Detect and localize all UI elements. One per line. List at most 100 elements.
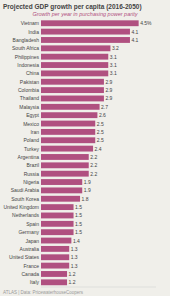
value-label: 1.5: [75, 229, 82, 235]
bar: [41, 204, 74, 210]
bar: [41, 221, 74, 227]
category-label: Turkey: [24, 146, 40, 152]
bar: [41, 104, 100, 110]
value-label: 2.5: [97, 129, 104, 135]
bar: [41, 79, 104, 85]
category-label: Vietnam: [21, 20, 39, 26]
category-label: Thailand: [20, 95, 39, 101]
value-label: 2.5: [97, 137, 104, 143]
value-label: 4.1: [131, 37, 138, 43]
category-label: Japan: [25, 238, 39, 244]
category-label: South Korea: [11, 196, 39, 202]
value-label: 3.1: [110, 70, 117, 76]
bar: [41, 263, 69, 269]
category-label: Canada: [21, 271, 39, 277]
value-label: 2.9: [105, 79, 112, 85]
bar: [41, 70, 108, 76]
category-label: Brazil: [26, 162, 39, 168]
bars: [41, 20, 139, 285]
category-label: Saudi Arabia: [11, 187, 40, 193]
bar: [41, 154, 89, 160]
bar: [41, 271, 67, 277]
bar: [41, 213, 74, 219]
category-label: Mexico: [23, 121, 39, 127]
value-label: 2.5: [97, 121, 104, 127]
value-label: 1.3: [71, 254, 78, 260]
value-label: 1.9: [84, 187, 91, 193]
value-label: 3.2: [112, 45, 119, 51]
category-label: Bangladesh: [13, 37, 40, 43]
value-label: 3.1: [110, 62, 117, 68]
value-label: 1.2: [69, 271, 76, 277]
value-label: 1.3: [71, 263, 78, 269]
value-label: 2.4: [95, 146, 102, 152]
bar: [41, 129, 95, 135]
source: ATLAS | Data: PricewaterhouseCoopers: [3, 290, 84, 295]
value-label: 1.5: [75, 204, 82, 210]
bar: [41, 121, 95, 127]
value-label: 1.5: [75, 221, 82, 227]
bar: [41, 187, 82, 193]
bar: [41, 37, 130, 43]
bar: [41, 246, 69, 252]
category-label: Argentina: [18, 154, 40, 160]
bar: [41, 279, 67, 285]
category-label: China: [26, 70, 39, 76]
bar: [41, 20, 139, 26]
labels: Vietnam 4.5% India 4.1 Bangladesh 4.1 South Af…: [3, 20, 152, 285]
category-label: United States: [9, 254, 40, 260]
bar: [41, 196, 80, 202]
chart: Projected GDP growth per capita (2016-20…: [0, 0, 170, 296]
bar: [41, 238, 71, 244]
value-label: 1.8: [82, 196, 89, 202]
value-label: 2.9: [105, 95, 112, 101]
bar: [41, 137, 95, 143]
value-label: 2.2: [90, 171, 97, 177]
category-label: India: [28, 29, 39, 35]
subtitle: Growth per year in purchasing power pari…: [32, 11, 138, 17]
bar: [41, 54, 108, 60]
category-label: Spain: [26, 221, 39, 227]
bar: [41, 146, 93, 152]
category-label: Indonesia: [17, 62, 39, 68]
bar: [41, 162, 89, 168]
category-label: United Kingdom: [3, 204, 39, 210]
category-label: Colombia: [18, 87, 39, 93]
bar: [41, 254, 69, 260]
category-label: Australia: [20, 246, 40, 252]
category-label: Pakistan: [20, 79, 39, 85]
value-label: 1.5: [75, 212, 82, 218]
category-label: Germany: [18, 229, 39, 235]
bar: [41, 87, 104, 93]
bar: [41, 229, 74, 235]
value-label: 1.2: [69, 279, 76, 285]
value-label: 4.5%: [140, 20, 152, 26]
value-label: 1.4: [73, 238, 80, 244]
value-label: 2.2: [90, 162, 97, 168]
title: Projected GDP growth per capita (2016-20…: [3, 3, 142, 11]
value-label: 1.9: [84, 179, 91, 185]
value-label: 1.3: [71, 246, 78, 252]
value-label: 2.2: [90, 154, 97, 160]
category-label: Poland: [23, 137, 39, 143]
bar: [41, 171, 89, 177]
value-label: 2.6: [99, 112, 106, 118]
value-label: 2.9: [105, 87, 112, 93]
bar: [41, 179, 82, 185]
x-axis-line: [41, 287, 156, 288]
value-label: 4.1: [131, 29, 138, 35]
category-label: Russia: [24, 171, 40, 177]
bar: [41, 112, 97, 118]
category-label: Malaysia: [19, 104, 39, 110]
category-label: Italy: [30, 279, 40, 285]
value-label: 2.7: [101, 104, 108, 110]
category-label: Iran: [30, 129, 39, 135]
category-label: Nigeria: [23, 179, 39, 185]
category-label: Netherlands: [12, 212, 39, 218]
value-label: 3.1: [110, 54, 117, 60]
bar: [41, 45, 110, 51]
category-label: South Africa: [12, 45, 39, 51]
bar: [41, 29, 130, 35]
bar: [41, 62, 108, 68]
background: [0, 0, 170, 296]
